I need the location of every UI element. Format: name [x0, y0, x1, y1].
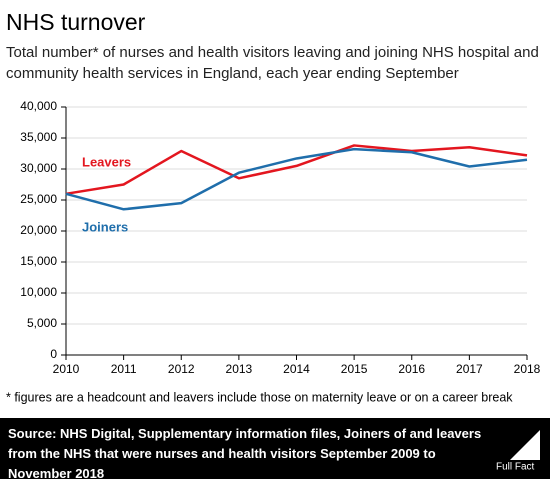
subtitle: Total number* of nurses and health visit… [6, 44, 539, 82]
source-text: NHS Digital, Supplementary information f… [8, 426, 482, 481]
logo: Full Fact [496, 430, 540, 473]
x-tick-label: 2011 [111, 362, 137, 376]
y-tick-label: 30,000 [20, 161, 57, 175]
x-tick-label: 2013 [226, 362, 253, 376]
chart: NHS turnover Total number* of nurses and… [6, 9, 541, 404]
series-label: Joiners [82, 219, 128, 234]
source: Source: NHS Digital, Supplementary infor… [8, 424, 488, 484]
y-tick-label: 5,000 [27, 316, 57, 330]
x-tick-label: 2015 [341, 362, 368, 376]
footer: Source: NHS Digital, Supplementary infor… [0, 418, 550, 481]
x-tick-label: 2010 [53, 362, 80, 376]
x-tick-label: 2014 [283, 362, 310, 376]
x-tick-label: 2017 [456, 362, 483, 376]
series-line [65, 147, 528, 211]
x-tick-label: 2016 [398, 362, 425, 376]
x-tick-label: 2012 [168, 362, 195, 376]
y-tick-label: 25,000 [20, 192, 57, 206]
y-tick-label: 15,000 [20, 254, 57, 268]
footnote: * figures are a headcount and leavers in… [6, 390, 513, 404]
y-tick-label: 40,000 [20, 99, 57, 113]
y-tick-label: 35,000 [20, 130, 57, 144]
series-label: Leavers [82, 154, 131, 169]
y-tick-label: 20,000 [20, 223, 57, 237]
logo-text: Full Fact [496, 462, 535, 473]
y-tick-label: 0 [50, 347, 57, 361]
title: NHS turnover [6, 9, 146, 35]
logo-shape [510, 430, 540, 460]
source-label: Source: [8, 426, 57, 441]
y-tick-label: 10,000 [20, 285, 57, 299]
series-line [65, 144, 528, 196]
subtitle-box: Total number* of nurses and health visit… [6, 44, 539, 82]
x-tick-label: 2018 [514, 362, 541, 376]
